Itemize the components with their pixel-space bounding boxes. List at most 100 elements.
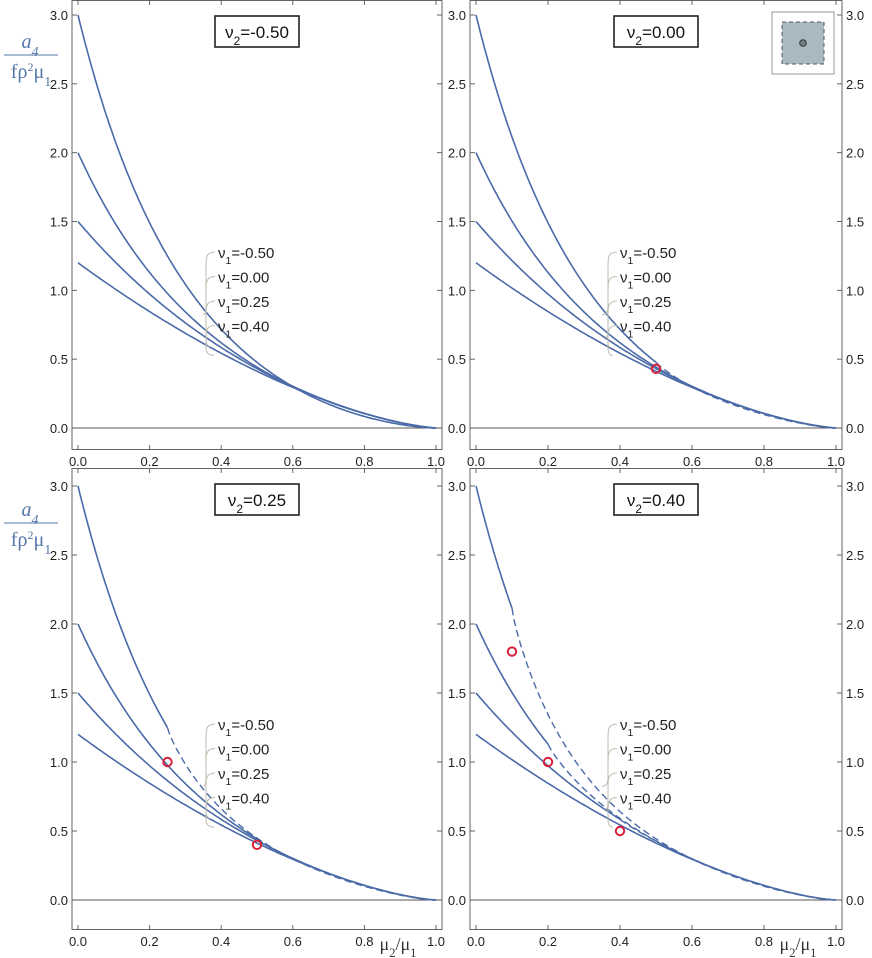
y-tick-label: 2.5 xyxy=(50,548,68,563)
curve-label-part: =-0.50 xyxy=(231,717,274,734)
y-tick-label: 0.0 xyxy=(448,893,466,908)
curve-label-part: =0.25 xyxy=(231,766,269,783)
curve-label-part: =0.25 xyxy=(231,294,269,311)
y-tick-label: 0.5 xyxy=(846,352,864,367)
x-tick-label: 0.8 xyxy=(755,934,773,949)
y-tick-label: 2.5 xyxy=(448,548,466,563)
curve-label-part: =0.00 xyxy=(231,742,269,759)
y-tick-label: 1.5 xyxy=(846,215,864,230)
x-axis-label-part: 2 xyxy=(389,946,395,958)
y-tick-label: 2.5 xyxy=(448,77,466,92)
y-tick-label: 0.0 xyxy=(448,421,466,436)
curve-label-part: 1 xyxy=(226,727,232,739)
curve-ν1=-0.50 xyxy=(475,485,513,609)
panel-title-box xyxy=(214,483,300,516)
curve-label: ν1=-0.50 xyxy=(218,717,274,739)
x-tick-label: 0.4 xyxy=(212,934,230,949)
x-tick-label: 1.0 xyxy=(827,934,845,949)
x-tick-label: 0.6 xyxy=(284,454,302,469)
curve-dashed-ν1=0.00 xyxy=(547,743,837,901)
y-tick-label: 2.5 xyxy=(50,77,68,92)
y-label-den-part: f xyxy=(11,61,18,83)
curve-label: ν1=0.00 xyxy=(620,270,671,292)
x-tick-label: 1.0 xyxy=(827,454,845,469)
y-tick-label: 0.0 xyxy=(846,421,864,436)
transition-marker xyxy=(542,756,554,768)
x-axis-label-part: μ xyxy=(780,934,790,954)
curve-label-part: ν xyxy=(620,717,628,734)
curve-label-part: 1 xyxy=(226,304,232,316)
y-label-den-part: 2 xyxy=(27,60,33,74)
curve-label: ν1=0.40 xyxy=(620,791,671,813)
curve-label-part: =0.25 xyxy=(633,766,671,783)
curve-label: ν1=-0.50 xyxy=(620,245,676,267)
curve-label: ν1=-0.50 xyxy=(218,245,274,267)
curve-ν1=0.25 xyxy=(475,692,621,821)
y-label-den-part: ρ xyxy=(17,529,27,551)
panel-frame xyxy=(71,468,443,930)
y-tick-label: 3.0 xyxy=(50,479,68,494)
panel-title-part: ν xyxy=(225,23,234,42)
y-tick-label: 1.5 xyxy=(448,686,466,701)
panel-title-part: ν xyxy=(228,491,237,510)
y-tick-label: 2.0 xyxy=(50,617,68,632)
panel-title-part: 2 xyxy=(635,34,642,48)
transition-marker xyxy=(614,825,626,837)
x-tick-label: 0.8 xyxy=(355,454,373,469)
y-label-num-part: 4 xyxy=(32,45,39,60)
x-axis-label-part: μ xyxy=(380,934,390,954)
callout-line xyxy=(607,772,618,819)
y-tick-label: 2.0 xyxy=(846,617,864,632)
curve-label-part: =0.00 xyxy=(633,270,671,287)
y-label-den-part: 1 xyxy=(44,75,51,90)
curve-dashed-ν1=-0.50 xyxy=(511,608,837,901)
y-label-den: fρ2μ1 xyxy=(11,60,51,90)
curve-label-part: =0.00 xyxy=(231,270,269,287)
curve-label-part: 1 xyxy=(628,304,634,316)
y-label-num: a4 xyxy=(22,31,39,60)
y-tick-label: 2.5 xyxy=(846,548,864,563)
x-axis-label: μ2/μ1 xyxy=(380,934,417,958)
curve-label: ν1=0.25 xyxy=(620,766,671,788)
curve-label-part: 1 xyxy=(226,329,232,341)
panel-title: ν2=0.00 xyxy=(627,23,685,48)
y-tick-label: 0.5 xyxy=(448,352,466,367)
y-tick-label: 2.0 xyxy=(846,146,864,161)
callout-line xyxy=(205,748,216,810)
y-label-num-part: a xyxy=(22,31,32,53)
panel-frame xyxy=(71,0,443,450)
y-label-den-part: f xyxy=(11,529,18,551)
y-label-den-part: μ xyxy=(33,529,44,551)
y-tick-label: 3.0 xyxy=(448,8,466,23)
y-tick-label: 1.0 xyxy=(448,283,466,298)
curve-label: ν1=0.00 xyxy=(218,742,269,764)
x-tick-label: 0.4 xyxy=(212,454,230,469)
curve-label-part: ν xyxy=(218,294,226,311)
transition-marker xyxy=(650,363,662,375)
x-tick-label: 0.2 xyxy=(141,934,159,949)
callout-line xyxy=(605,276,618,338)
x-tick-label: 0.6 xyxy=(683,934,701,949)
y-label-den: fρ2μ1 xyxy=(11,528,51,558)
x-axis-label-part: / xyxy=(795,934,800,954)
callout-line xyxy=(607,325,618,356)
curve-ν1=0.40 xyxy=(77,733,437,901)
curve-label-part: 1 xyxy=(628,280,634,292)
panel-title-part: ν xyxy=(627,23,636,42)
y-label-num-part: 4 xyxy=(32,513,39,528)
curve-ν1=0.40 xyxy=(475,733,837,901)
curve-label-part: =-0.50 xyxy=(231,245,274,262)
curve-ν1=0.00 xyxy=(475,623,549,745)
y-tick-label: 3.0 xyxy=(50,8,68,23)
y-tick-label: 1.5 xyxy=(448,215,466,230)
panel-title-part: 2 xyxy=(635,502,642,516)
callout-line xyxy=(205,300,216,348)
y-tick-label: 1.0 xyxy=(448,755,466,770)
panel-title-part: =-0.50 xyxy=(240,23,289,42)
curve-label: ν1=-0.50 xyxy=(620,717,676,739)
panel-title-part: =0.00 xyxy=(642,23,685,42)
curve-label-part: ν xyxy=(218,245,226,262)
curve-ν1=0.40 xyxy=(475,262,837,429)
